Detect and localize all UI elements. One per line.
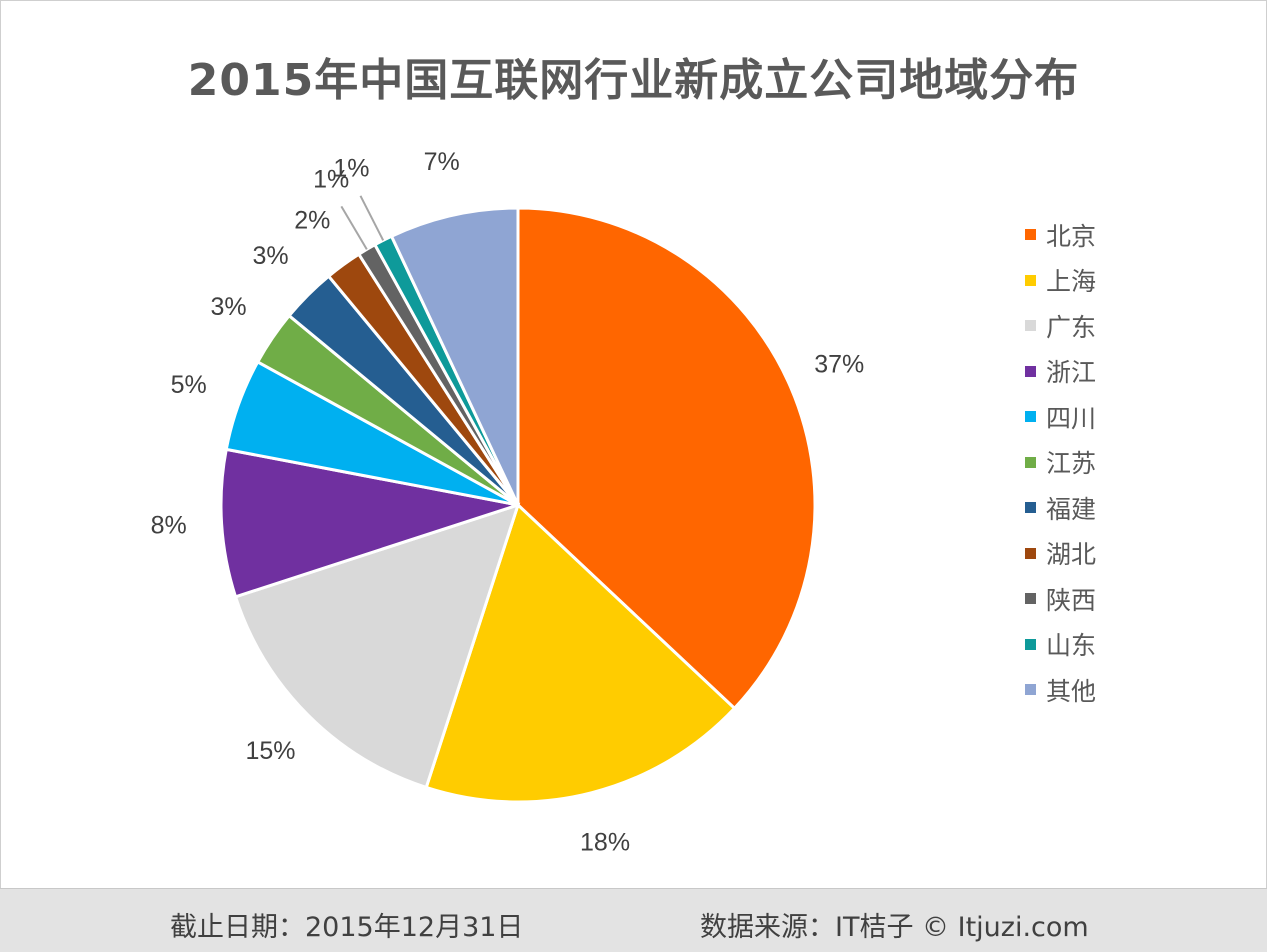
data-label-7: 3% (252, 242, 288, 270)
pie-slice-3 (233, 502, 521, 790)
legend-label-6: 江苏 (1046, 449, 1097, 479)
legend-swatch-7 (1025, 502, 1036, 514)
pie-slice-2 (424, 502, 737, 804)
legend-swatch-10 (1025, 638, 1036, 650)
data-label-10: 1% (333, 155, 369, 183)
cutoff-date: 截止日期：2015年12月31日 (170, 912, 524, 943)
pie-slice-1 (516, 206, 817, 711)
legend-item-7: 福建 (1025, 485, 1096, 531)
legend-swatch-6 (1025, 456, 1036, 468)
legend-item-4: 浙江 (1025, 349, 1096, 395)
pie-chart: 37%18%15%8%5%3%3%2%1%1% 7% (151, 148, 865, 857)
data-label-1: 37% (814, 351, 864, 379)
legend-item-6: 江苏 (1025, 440, 1096, 486)
legend-item-2: 上海 (1025, 258, 1096, 304)
legend-item-8: 湖北 (1025, 531, 1096, 577)
data-label-8: 2% (294, 206, 330, 234)
data-label-3: 15% (245, 737, 295, 765)
data-label-11: 7% (424, 148, 460, 176)
legend-label-4: 浙江 (1046, 358, 1097, 388)
data-label-4: 8% (151, 512, 187, 540)
legend-swatch-2 (1025, 274, 1036, 286)
legend-item-5: 四川 (1025, 394, 1096, 440)
legend-label-11: 其他 (1046, 676, 1097, 706)
legend-swatch-5 (1025, 411, 1036, 423)
legend-label-1: 北京 (1046, 221, 1097, 251)
legend-label-9: 陕西 (1046, 585, 1097, 615)
legend-label-3: 广东 (1046, 312, 1097, 342)
pie-slice-11 (389, 206, 520, 506)
legend-label-5: 四川 (1046, 403, 1097, 433)
legend-label-8: 湖北 (1046, 540, 1097, 570)
legend-item-10: 山东 (1025, 622, 1096, 668)
legend-swatch-8 (1025, 547, 1036, 559)
pie-slice-4 (219, 447, 519, 599)
leader-line-10 (359, 195, 385, 241)
data-label-5: 5% (171, 371, 207, 399)
chart-legend: 北京上海广东浙江四川江苏福建湖北陕西山东其他 (1025, 212, 1096, 713)
footer-bar: 截止日期：2015年12月31日 数据来源：IT桔子 © Itjuzi.com (0, 888, 1267, 952)
legend-swatch-11 (1025, 684, 1036, 696)
legend-swatch-9 (1025, 593, 1036, 605)
data-label-2: 18% (580, 829, 630, 857)
legend-swatch-1 (1025, 229, 1036, 241)
data-label-6: 3% (210, 293, 246, 321)
legend-label-2: 上海 (1046, 267, 1097, 297)
chart-title: 2015年中国互联网行业新成立公司地域分布 (187, 55, 1080, 106)
legend-item-11: 其他 (1025, 667, 1096, 713)
data-source: 数据来源：IT桔子 © Itjuzi.com (700, 912, 1089, 943)
legend-label-7: 福建 (1046, 494, 1097, 524)
legend-item-1: 北京 (1025, 212, 1096, 258)
legend-label-10: 山东 (1046, 631, 1097, 661)
leader-line-9 (340, 205, 368, 250)
data-label-9: 1% (313, 166, 349, 194)
legend-swatch-3 (1025, 320, 1036, 332)
legend-item-9: 陕西 (1025, 576, 1096, 622)
legend-item-3: 广东 (1025, 303, 1096, 349)
legend-swatch-4 (1025, 365, 1036, 377)
